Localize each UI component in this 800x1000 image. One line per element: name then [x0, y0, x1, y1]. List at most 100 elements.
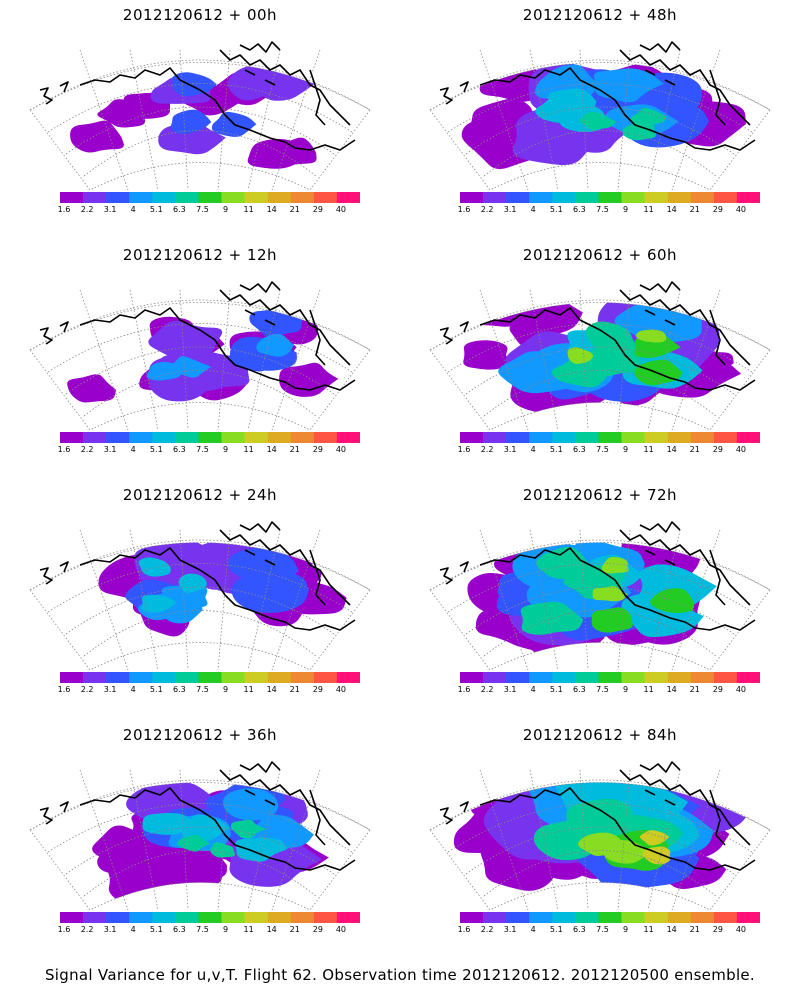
- variance-region: [231, 571, 309, 613]
- colorbar-swatch: [460, 672, 484, 683]
- colorbar-swatch: [175, 432, 199, 443]
- colorbar-label: 29: [312, 445, 323, 454]
- colorbar-label: 2.2: [80, 205, 94, 214]
- colorbar-label: 11: [243, 205, 254, 214]
- colorbar-swatch: [644, 432, 668, 443]
- colorbar-label: 40: [335, 685, 347, 694]
- colorbar-label: 2.2: [80, 925, 94, 934]
- colorbar-swatch: [290, 432, 315, 443]
- colorbar-labels: 1.6 2.2 3.1 4 5.1 6.3 7.5 9 11 14 21 29 40: [57, 205, 360, 215]
- colorbar-labels: 1.6 2.2 3.1 4 5.1 6.3 7.5 9 11 14 21 29 40: [57, 445, 360, 455]
- colorbar-label: 7.5: [596, 925, 609, 934]
- colorbar-swatch: [244, 912, 268, 923]
- colorbar-swatch: [83, 192, 107, 203]
- colorbar-label: 4: [130, 205, 136, 214]
- colorbar-swatch: [175, 912, 199, 923]
- variance-region: [146, 361, 182, 381]
- variance-map: [29, 41, 371, 190]
- coastline: [439, 281, 756, 391]
- colorbar-label: 3.1: [503, 445, 517, 454]
- colorbar-swatch: [736, 912, 760, 923]
- colorbar-label: 1.6: [57, 685, 71, 694]
- colorbar-swatch: [60, 672, 84, 683]
- colorbar-label: 21: [289, 925, 300, 934]
- panel-title: 2012120612 + 60h: [522, 246, 678, 264]
- colorbar-labels: 1.6 2.2 3.1 4 5.1 6.3 7.5 9 11 14 21 29 40: [57, 685, 360, 695]
- variance-region: [210, 841, 236, 858]
- coastline: [439, 761, 756, 871]
- colorbar-label: 21: [689, 205, 700, 214]
- colorbar-swatch: [221, 672, 245, 683]
- colorbar-swatch: [198, 672, 222, 683]
- colorbar-label: 7.5: [596, 445, 609, 454]
- colorbar-label: 9: [222, 925, 229, 934]
- variance-map: [29, 761, 371, 910]
- colorbar-swatch: [713, 912, 738, 923]
- colorbar-swatch: [221, 432, 245, 443]
- variance-region: [592, 585, 628, 602]
- panel-title: 2012120612 + 00h: [122, 6, 278, 24]
- variance-region: [171, 72, 217, 97]
- colorbar-swatch: [736, 192, 760, 203]
- colorbar-label: 6.3: [573, 925, 586, 934]
- colorbar-label: 14: [266, 445, 277, 454]
- colorbar-swatch: [736, 672, 760, 683]
- colorbar-label: 5.1: [149, 925, 163, 934]
- variance-region: [588, 343, 642, 377]
- colorbar-label: 9: [222, 445, 229, 454]
- colorbar-swatch: [621, 912, 645, 923]
- colorbar-swatch: [506, 912, 530, 923]
- colorbar-swatch: [175, 672, 199, 683]
- variance-region: [138, 557, 171, 577]
- colorbar-label: 40: [735, 445, 747, 454]
- colorbar-swatch: [506, 672, 530, 683]
- colorbar-labels: 1.6 2.2 3.1 4 5.1 6.3 7.5 9 11 14 21 29 40: [458, 445, 760, 455]
- colorbar-swatch: [244, 672, 268, 683]
- colorbar-label: 5.1: [149, 205, 163, 214]
- colorbar-swatch: [621, 672, 645, 683]
- panel-title: 2012120612 + 24h: [122, 486, 278, 504]
- colorbar-swatch: [336, 432, 360, 443]
- colorbar-label: 21: [689, 445, 700, 454]
- colorbar-swatch: [198, 192, 222, 203]
- colorbar-label: 1.6: [57, 445, 71, 454]
- map-panel: 2012120612 + 00h 1.6 2.2 3.1 4 5.1 6.3 7.5 9 11 14…: [0, 0, 400, 240]
- colorbar-label: 4: [530, 445, 536, 454]
- variance-region: [591, 607, 633, 633]
- colorbar-swatch: [313, 672, 338, 683]
- colorbar-swatch: [267, 912, 292, 923]
- colorbar-label: 3.1: [103, 925, 117, 934]
- variance-region: [181, 814, 230, 842]
- colorbar-label: 9: [222, 685, 229, 694]
- panel-title: 2012120612 + 48h: [522, 6, 678, 24]
- colorbar-swatch: [152, 432, 176, 443]
- colorbar-swatch: [336, 672, 360, 683]
- colorbar-label: 7.5: [596, 205, 609, 214]
- colorbar-swatch: [713, 432, 738, 443]
- colorbar-label: 14: [266, 205, 277, 214]
- colorbar-label: 1.6: [57, 205, 71, 214]
- colorbar-swatch: [736, 432, 760, 443]
- colorbar-swatch: [552, 672, 576, 683]
- colorbar-swatch: [529, 432, 553, 443]
- colorbar-label: 29: [712, 685, 723, 694]
- colorbar-label: 1.6: [457, 685, 471, 694]
- colorbar-label: 40: [335, 445, 347, 454]
- colorbar-label: 11: [643, 205, 654, 214]
- variance-region: [579, 111, 617, 130]
- colorbar-label: 6.3: [173, 205, 186, 214]
- colorbar-labels: 1.6 2.2 3.1 4 5.1 6.3 7.5 9 11 14 21 29 40: [458, 925, 760, 935]
- colorbar-label: 3.1: [503, 205, 517, 214]
- variance-region: [279, 362, 339, 397]
- colorbar-label: 5.1: [149, 445, 163, 454]
- colorbar-label: 6.3: [173, 925, 186, 934]
- colorbar-swatch: [336, 192, 360, 203]
- colorbar: [460, 192, 760, 203]
- colorbar-swatch: [336, 912, 360, 923]
- colorbar-label: 14: [266, 925, 277, 934]
- variance-region: [142, 813, 193, 835]
- colorbar-swatch: [175, 192, 199, 203]
- colorbar-swatch: [267, 192, 292, 203]
- coastline: [439, 41, 756, 151]
- colorbar-label: 29: [712, 205, 723, 214]
